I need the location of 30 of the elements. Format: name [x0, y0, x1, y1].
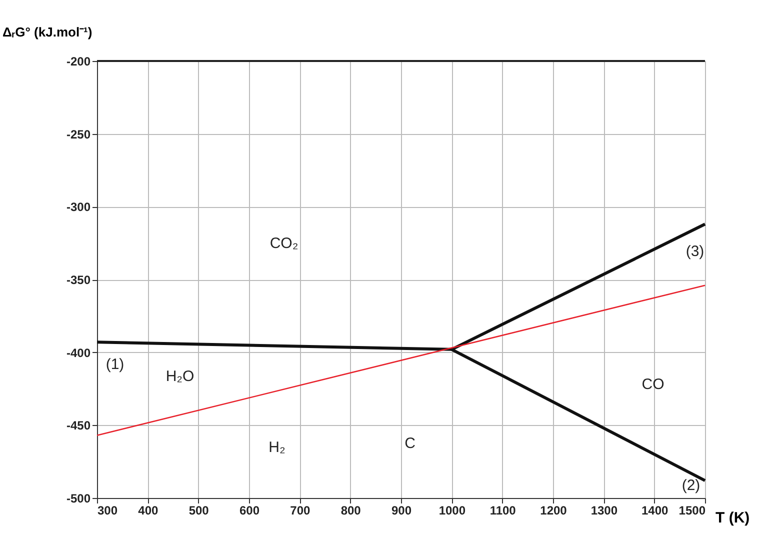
annotation: (3): [686, 243, 704, 260]
x-tick-label: 900: [391, 504, 412, 518]
x-tick-label: 800: [340, 504, 362, 518]
x-tick-label: 700: [290, 504, 310, 518]
x-tick-label: 1000: [438, 504, 466, 518]
x-tick-label: 1400: [641, 504, 669, 518]
y-tick-label: -400: [66, 346, 91, 360]
y-tick-label: -250: [66, 127, 91, 142]
annotation: H₂O: [166, 368, 194, 385]
annotation: H₂: [268, 439, 286, 456]
y-tick-label: -500: [66, 492, 91, 506]
annotation: (1): [106, 356, 124, 373]
annotation: C: [404, 435, 416, 452]
x-tick-label: 600: [239, 504, 260, 518]
x-tick-label: 1100: [490, 504, 516, 518]
x-tick-label: 1200: [540, 504, 568, 518]
y-axis-title: ΔᵣG° (kJ.mol⁻¹): [2, 24, 92, 40]
x-tick-label: 1300: [590, 504, 618, 518]
y-tick-label: -300: [66, 200, 91, 214]
y-tick-label: -450: [66, 418, 91, 433]
annotation: CO: [642, 376, 664, 393]
x-tick-label: 1500: [678, 504, 706, 518]
annotation: (2): [682, 477, 700, 494]
x-axis-title: T (K): [716, 510, 750, 526]
y-tick-label: -200: [66, 54, 91, 68]
x-tick-label: 500: [188, 504, 210, 518]
x-tick-label: 400: [138, 504, 158, 518]
y-tick-label: -350: [66, 273, 91, 287]
annotation: CO₂: [270, 235, 298, 252]
x-tick-label: 300: [98, 504, 118, 518]
